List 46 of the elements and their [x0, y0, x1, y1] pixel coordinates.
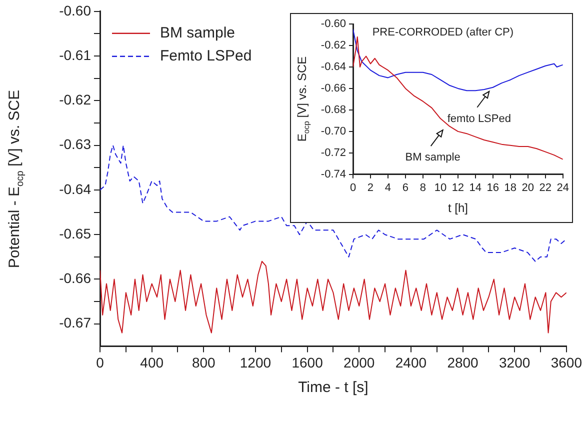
x-tick-label: 3600	[550, 354, 582, 370]
legend-label: BM sample	[160, 24, 236, 42]
x-tick-label: 8	[420, 182, 426, 194]
y-tick-label: -0.63	[59, 136, 92, 152]
y-tick-label: -0.70	[320, 125, 346, 138]
x-tick-label: 4	[384, 182, 392, 194]
x-tick-label: 14	[469, 182, 482, 194]
x-tick-label: 12	[452, 182, 464, 194]
x-tick-label: 24	[556, 182, 570, 194]
y-tick-label: -0.61	[59, 46, 92, 63]
annotation: PRE-CORRODED (after CP)	[372, 26, 514, 39]
y-tick-label: -0.68	[320, 104, 346, 116]
y-tick-label: -0.64	[320, 61, 346, 74]
y-tick-label: -0.66	[59, 270, 92, 286]
x-tick-label: 400	[140, 354, 164, 370]
x-tick-label: 2	[367, 182, 374, 194]
y-tick-label: -0.60	[320, 18, 346, 30]
y-tick-label: -0.72	[320, 146, 346, 159]
y-tick-label: -0.67	[59, 314, 92, 331]
x-tick-label: 0	[350, 182, 356, 194]
x-tick-label: 800	[192, 354, 216, 370]
x-tick-label: 16	[486, 182, 500, 194]
x-tick-label: 2400	[395, 354, 427, 370]
y-tick-label: -0.62	[59, 92, 92, 108]
x-tick-label: 1600	[292, 354, 324, 370]
x-tick-label: 10	[434, 182, 447, 194]
y-tick-label: -0.74	[320, 168, 346, 180]
annotation: BM sample	[405, 152, 460, 164]
x-tick-label: 1200	[240, 354, 272, 370]
y-tick-label: -0.66	[320, 82, 346, 94]
y-tick-label: -0.65	[59, 225, 92, 242]
y-tick-label: -0.60	[59, 2, 92, 18]
legend-label: Femto LSPed	[160, 48, 252, 65]
x-tick-label: 18	[504, 182, 517, 194]
x-tick-label: 6	[402, 182, 409, 194]
x-tick-label: 20	[522, 182, 534, 194]
x-tick-label: 2000	[344, 354, 375, 370]
x-tick-label: 2800	[447, 354, 479, 370]
x-tick-label: 22	[539, 182, 552, 194]
x-axis-title: Time - t [s]	[298, 379, 368, 396]
annotation: femto LSPed	[447, 112, 511, 125]
x-axis-title: t [h]	[448, 201, 468, 216]
x-tick-label: 3200	[499, 354, 530, 370]
x-tick-label: 0	[96, 354, 104, 370]
y-tick-label: -0.62	[320, 40, 346, 52]
y-tick-label: -0.64	[59, 180, 92, 197]
